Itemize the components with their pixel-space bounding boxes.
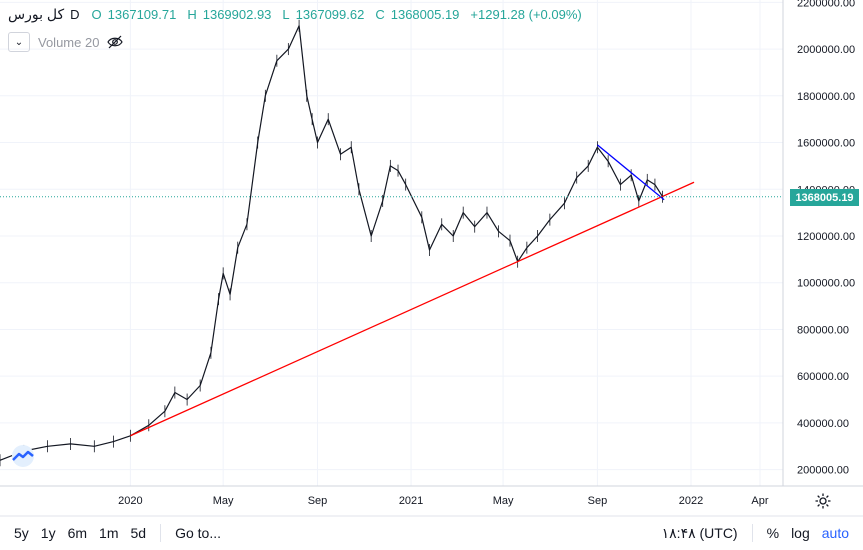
ohlc-low-value: 1367099.62	[295, 7, 365, 22]
log-scale-button[interactable]: log	[791, 525, 810, 541]
range-1m-button[interactable]: 1m	[99, 525, 119, 541]
volume-label[interactable]: Volume 20	[38, 34, 100, 50]
tradingview-logo-icon[interactable]	[8, 444, 38, 468]
ohlc-high-label: H	[187, 7, 197, 22]
collapse-legend-button[interactable]: ⌄	[8, 32, 30, 52]
x-tick-label: May	[493, 495, 514, 507]
range-1y-button[interactable]: 1y	[40, 525, 56, 541]
gear-icon[interactable]	[814, 492, 832, 510]
x-tick-label: 2020	[118, 495, 142, 507]
y-tick-label: 800000.00	[797, 324, 849, 336]
range-6m-button[interactable]: 6m	[67, 525, 88, 541]
x-tick-label: Apr	[751, 495, 768, 507]
x-tick-label: 2022	[679, 495, 703, 507]
ohlc-high-value: 1369902.93	[202, 7, 272, 22]
interval-label[interactable]: D	[70, 7, 80, 22]
blue-trendline	[596, 144, 665, 201]
y-tick-label: 2000000.00	[797, 44, 855, 56]
y-tick-label: 1600000.00	[797, 138, 855, 150]
red-trendline	[130, 181, 695, 437]
goto-date-button[interactable]: Go to...	[175, 525, 221, 541]
ohlc-open-value: 1367109.71	[107, 7, 177, 22]
bottom-toolbar: 5y 1y 6m 1m 5d Go to... ۱۸:۴۸ (UTC) % lo…	[0, 516, 863, 550]
percent-scale-button[interactable]: %	[766, 525, 780, 541]
y-tick-label: 1800000.00	[797, 91, 855, 103]
y-tick-label: 1200000.00	[797, 231, 855, 243]
ohlc-low-label: L	[282, 7, 290, 22]
chart-legend: کل بورس D O 1367109.71 H 1369902.93 L 13670…	[8, 6, 587, 23]
range-5d-button[interactable]: 5d	[130, 525, 147, 541]
toolbar-divider	[160, 524, 162, 542]
ohlc-close-label: C	[375, 7, 385, 22]
y-tick-label: 200000.00	[797, 465, 849, 477]
ohlc-open-label: O	[91, 7, 102, 22]
x-tick-label: 2021	[399, 495, 423, 507]
y-tick-label: 600000.00	[797, 371, 849, 383]
x-tick-label: May	[213, 495, 234, 507]
y-tick-label: 2200000.00	[797, 0, 855, 9]
symbol-name[interactable]: کل بورس	[8, 6, 65, 22]
last-price-tag: 1368005.19	[790, 189, 859, 206]
ohlc-close-value: 1368005.19	[390, 7, 460, 22]
y-tick-label: 1000000.00	[797, 278, 855, 290]
chevron-down-icon: ⌄	[14, 36, 24, 48]
price-series-line	[0, 25, 664, 461]
x-tick-label: Sep	[308, 495, 328, 507]
auto-scale-button[interactable]: auto	[821, 525, 849, 541]
y-tick-label: 400000.00	[797, 418, 849, 430]
change-value: +1291.28 (+0.09%)	[470, 7, 582, 22]
timezone-clock[interactable]: ۱۸:۴۸ (UTC)	[661, 524, 738, 541]
range-5y-button[interactable]: 5y	[14, 525, 29, 541]
toolbar-divider	[751, 524, 753, 542]
eye-hidden-icon[interactable]	[107, 35, 124, 49]
volume-indicator-row: ⌄ Volume 20	[8, 32, 124, 52]
x-tick-label: Sep	[588, 495, 608, 507]
